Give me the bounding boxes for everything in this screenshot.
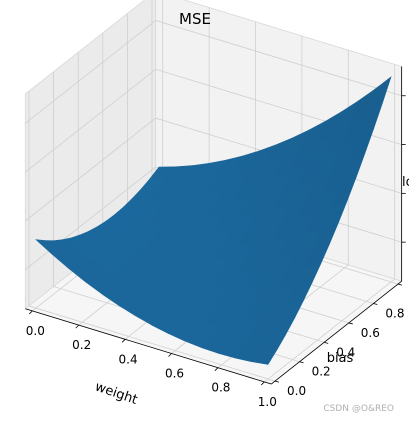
weight-tick-4 [214, 367, 219, 371]
z-axis-label: lo [402, 175, 409, 190]
x-axis-label: weight [93, 379, 139, 407]
loss-surface [35, 76, 392, 365]
weight-axis-line [25, 308, 272, 385]
weight-tick-label-0: 0.0 [26, 324, 45, 338]
weight-tick-0 [29, 310, 33, 315]
bias-tick-label-2: 0.4 [336, 345, 355, 359]
watermark-text: CSDN @O&REO [323, 404, 394, 414]
weight-tick-label-2: 0.4 [119, 352, 138, 366]
weight-tick-label-4: 0.8 [211, 381, 230, 395]
bias-tick-label-0: 0.0 [287, 384, 306, 398]
grid-line-loss-3 [25, 20, 402, 124]
bias-tick-5 [397, 283, 403, 286]
grid-line-bias-0 [28, 91, 276, 382]
chart-title: MSE [179, 10, 211, 28]
weight-tick-label-1: 0.2 [72, 338, 91, 352]
bias-tick-0 [274, 380, 280, 383]
grid-line-weight-5 [264, 64, 396, 383]
bias-tick-label-4: 0.8 [385, 307, 404, 321]
surface-patch-13-0 [250, 347, 278, 365]
weight-tick-2 [121, 339, 126, 343]
bias-tick-label-1: 0.2 [312, 365, 331, 379]
bias-tick-3 [348, 322, 353, 325]
grid-line-loss-2 [25, 68, 402, 173]
bias-tick-label-3: 0.6 [361, 326, 380, 340]
bias-tick-1 [299, 361, 304, 364]
weight-tick-3 [168, 353, 172, 357]
axis-lines [25, 66, 403, 385]
y-axis-label: bias [327, 351, 354, 366]
weight-tick-5 [261, 381, 265, 386]
tick-labels: 0.00.20.40.60.81.00.00.20.40.60.81.00.10… [26, 95, 406, 409]
bias-tick-4 [373, 303, 378, 305]
bias-tick-2 [324, 341, 329, 344]
weight-tick-1 [75, 324, 79, 329]
weight-tick-label-5: 1.0 [258, 395, 277, 409]
weight-tick-label-3: 0.6 [165, 367, 184, 381]
bias-axis-line [271, 280, 402, 385]
